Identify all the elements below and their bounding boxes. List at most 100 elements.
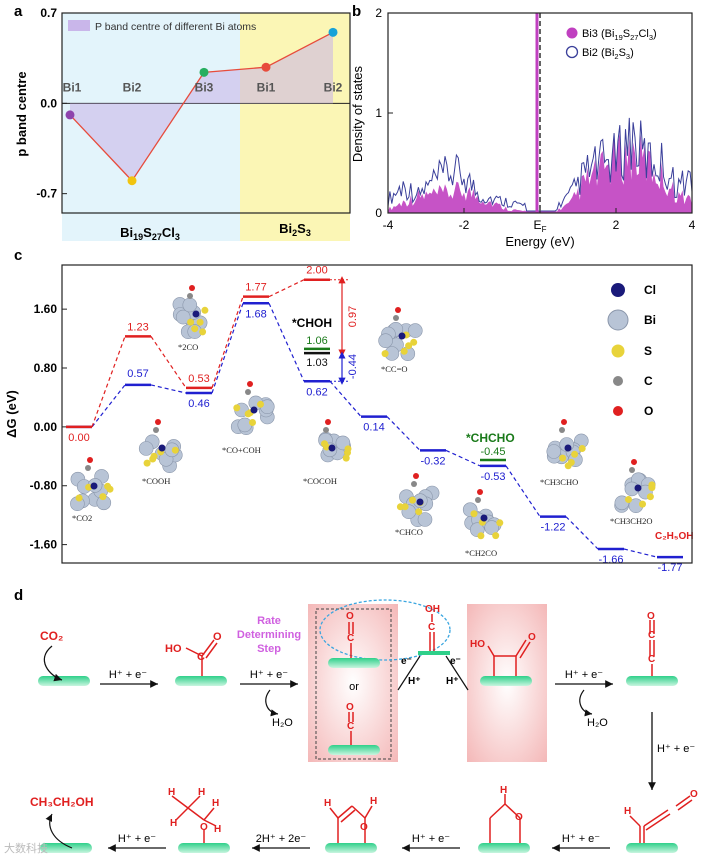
category-label-a-3: Bi1 [257, 80, 276, 94]
blue-label-1: 0.46 [188, 398, 209, 410]
blue-connector-9 [623, 548, 658, 558]
water-label-2: H₂O [587, 717, 608, 729]
ytick-label-b-0: 0 [375, 206, 382, 220]
co2-label: CO₂ [40, 629, 63, 643]
ytick-label-c-1: 0.80 [34, 361, 58, 375]
svg-text:H: H [198, 787, 205, 798]
choh-label: *CHOH [292, 316, 332, 330]
ylabel-b: Density of states [350, 65, 365, 162]
blue-connector-2 [211, 303, 244, 394]
species-co2: *CO2 [72, 513, 92, 523]
step-label-4: H⁺ + e⁻ [657, 743, 695, 755]
svg-text:H: H [170, 818, 177, 829]
xtick-label-b-1: -2 [459, 218, 470, 232]
ethanol-product-label: C₂H₅OH [655, 531, 693, 542]
plot-frame-c [61, 264, 693, 564]
legend-o-label: O [644, 404, 653, 418]
highlight-ellipse [319, 599, 451, 661]
ch3ch2o-molecule [171, 795, 217, 843]
structure-9 [614, 459, 656, 514]
co-top-molecule [348, 622, 354, 658]
co2-adsorb-arrow [43, 645, 63, 682]
red-connector-3 [268, 279, 305, 298]
category-label-a-4: Bi2 [324, 80, 343, 94]
adsorption-structures [70, 285, 656, 540]
structure-2 [172, 285, 209, 340]
cocoh-ho: HO [470, 639, 485, 650]
panel-b: b -4 -2 EF 2 4 0 1 2 Density of states Energy (… [350, 3, 696, 249]
ylabel-a: p band centre [14, 71, 29, 156]
structure-1 [138, 419, 183, 474]
legend-label-bi3: Bi3 (Bi19S27Cl3) [582, 28, 657, 42]
svg-text:O: O [690, 789, 698, 800]
svg-text:C: C [648, 654, 655, 665]
svg-text:H: H [324, 798, 331, 809]
blue-connector-6 [445, 449, 481, 467]
blue-label-6: -0.53 [480, 471, 505, 483]
svg-text:O: O [528, 632, 536, 643]
cocoh-molecule [487, 639, 531, 676]
legend-swatch-a [68, 20, 90, 31]
xtick-label-b-4: 4 [689, 218, 696, 232]
blue-label-9: -1.77 [657, 562, 682, 574]
species-ch2co: *CH2CO [465, 548, 497, 558]
step-label-6: H⁺ + e⁻ [412, 833, 450, 845]
svg-text:O: O [647, 611, 655, 622]
svg-text:O: O [360, 822, 368, 833]
chcho-label: *CHCHO [466, 431, 515, 445]
black-label: 1.03 [306, 357, 327, 369]
point-a-bi2-1 [127, 176, 137, 186]
cco-molecule [649, 620, 655, 676]
barrier-label-blue: -0.44 [347, 354, 359, 379]
watermark: 大数科技 [4, 841, 48, 855]
coh-molecule [429, 614, 435, 651]
legend-bi-atom [607, 309, 629, 331]
group-bg-2 [240, 13, 350, 213]
legend-cl-atom [611, 283, 625, 297]
red-label-0: 0.00 [68, 432, 89, 444]
green-label-0: 1.06 [306, 335, 327, 347]
structure-5 [378, 307, 423, 362]
species-co-coh: *CO+COH [222, 445, 261, 455]
blue-label-0: 0.57 [127, 368, 148, 380]
h-plus-left: H⁺ [408, 676, 421, 687]
atom-legend: Cl Bi S C O [607, 283, 656, 418]
species-cc-o: *CC=O [381, 364, 408, 374]
ytick-label-c-3: -0.80 [30, 479, 58, 493]
category-label-a-2: Bi3 [195, 80, 214, 94]
svg-text:H: H [168, 787, 175, 798]
ytick-label-c-0: 1.60 [34, 302, 58, 316]
species-chco: *CHCO [395, 527, 423, 537]
blue-label-8: -1.66 [598, 554, 623, 566]
step-label-3: H⁺ + e⁻ [565, 669, 603, 681]
panel-d: d CO₂ H⁺ + e⁻ [4, 587, 698, 855]
plot-frame-b [387, 12, 693, 214]
blue-label-5: -0.32 [420, 455, 445, 467]
svg-text:O: O [515, 812, 523, 823]
svg-text:H: H [500, 785, 507, 796]
structure-7 [462, 489, 504, 540]
ytick-label-b-1: 1 [375, 106, 382, 120]
legend-text-a: P band centre of different Bi atoms [95, 21, 256, 33]
step-label-1: H⁺ + e⁻ [109, 669, 147, 681]
blue-connector-8 [565, 516, 599, 550]
water-label-1: H₂O [272, 717, 293, 729]
point-a-bi1-3 [261, 62, 271, 72]
structure-3 [230, 381, 275, 436]
blue-connector-5 [386, 416, 421, 451]
blue-label-4: 0.14 [363, 422, 384, 434]
species-cooh: *COOH [142, 476, 170, 486]
legend-label-bi2: Bi2 (Bi2S3) [582, 47, 634, 61]
svg-text:O: O [346, 702, 354, 713]
ch2co-molecule [489, 794, 521, 843]
legend-c-atom [613, 376, 623, 386]
category-label-a-1: Bi2 [123, 80, 142, 94]
e-minus-left: e⁻ [401, 656, 412, 667]
point-a-bi2-4 [328, 27, 338, 37]
panel-a: a Bi1 Bi2 Bi3 Bi1 Bi2 0.7 0.0 -0.7 p band centr… [14, 3, 351, 242]
e-minus-right: e⁻ [450, 656, 461, 667]
svg-text:H: H [624, 806, 631, 817]
plot-frame-a [61, 12, 351, 214]
coh-oh: OH [425, 604, 440, 615]
